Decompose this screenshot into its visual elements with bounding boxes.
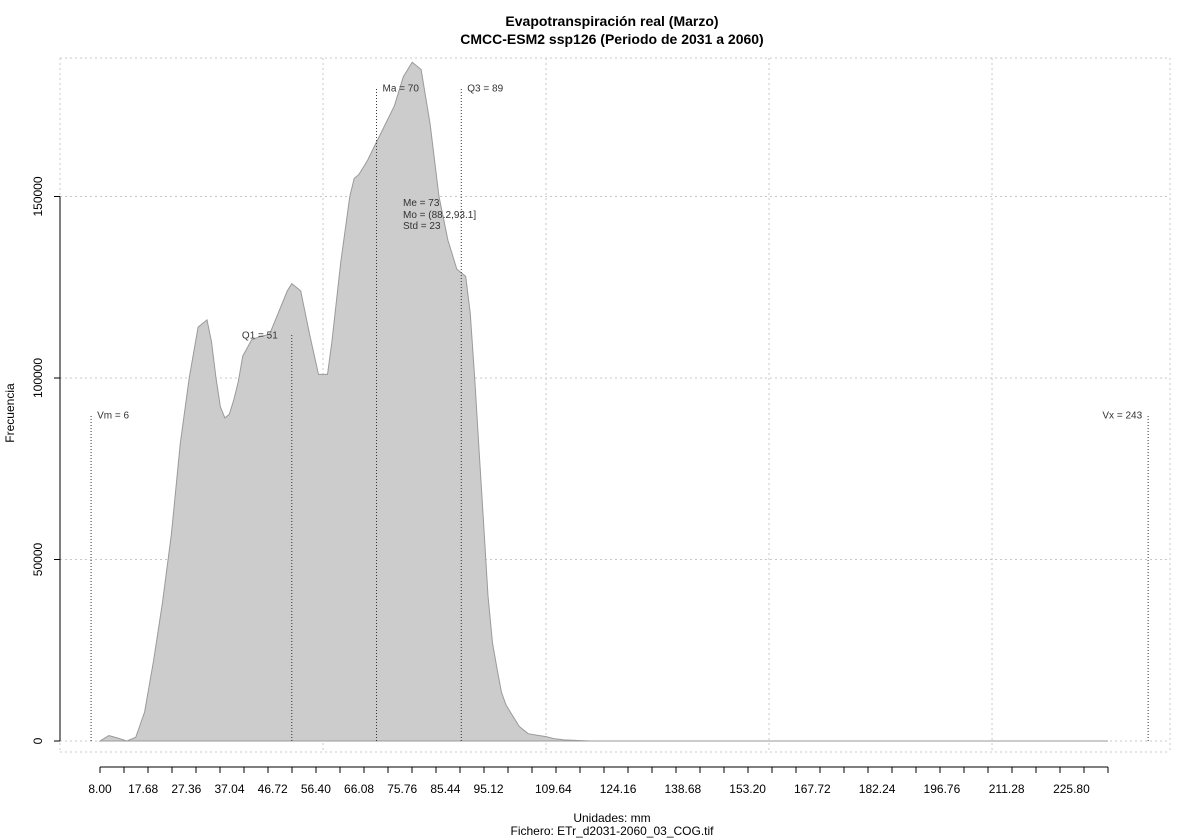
axis-layer: 0 50000 100000 150000 8.00 17.68 27.36 37.04 46.… bbox=[31, 176, 1109, 796]
file-caption: Fichero: ETr_d2031-2060_03_COG.tif bbox=[511, 824, 715, 838]
y-tick-label: 50000 bbox=[31, 542, 45, 576]
x-tick-label: 37.04 bbox=[215, 782, 245, 796]
stats-median: Me = 73 bbox=[403, 198, 440, 209]
x-tick-label: 182.24 bbox=[859, 782, 896, 796]
stat-label: Q1 = 51 bbox=[242, 330, 278, 341]
x-tick-label: 138.68 bbox=[665, 782, 702, 796]
stats-std: Std = 23 bbox=[403, 221, 441, 232]
y-tick-label: 100000 bbox=[31, 358, 45, 398]
x-tick-label: 167.72 bbox=[794, 782, 831, 796]
y-axis-label: Frecuencia bbox=[3, 383, 17, 443]
x-tick-label: 27.36 bbox=[171, 782, 201, 796]
x-tick-label: 95.12 bbox=[474, 782, 504, 796]
x-tick-label: 56.40 bbox=[301, 782, 331, 796]
stat-label: Ma = 70 bbox=[383, 84, 420, 95]
x-tick-label: 225.80 bbox=[1053, 782, 1090, 796]
x-tick-label: 46.72 bbox=[258, 782, 288, 796]
x-tick-label: 75.76 bbox=[387, 782, 417, 796]
x-tick-label: 8.00 bbox=[88, 782, 112, 796]
x-tick-label: 211.28 bbox=[989, 782, 1025, 796]
x-tick-label: 17.68 bbox=[128, 782, 158, 796]
x-tick-label: 109.64 bbox=[535, 782, 572, 796]
vline-layer: Vm = 6 Q1 = 51 Ma = 70 Q3 = 89 Vx = 243 bbox=[90, 84, 1149, 741]
x-axis-label: Unidades: mm bbox=[573, 811, 650, 825]
y-tick-label: 0 bbox=[31, 737, 45, 744]
stat-label: Q3 = 89 bbox=[467, 84, 503, 95]
stat-label: Vx = 243 bbox=[1102, 410, 1142, 421]
chart-subtitle: CMCC-ESM2 ssp126 (Periodo de 2031 a 2060… bbox=[460, 31, 763, 47]
y-tick-label: 150000 bbox=[31, 176, 45, 216]
stats-block: Me = 73 Mo = (88.2,93.1] Std = 23 bbox=[403, 198, 476, 232]
stat-label: Vm = 6 bbox=[97, 410, 129, 421]
x-tick-label: 124.16 bbox=[600, 782, 637, 796]
x-tick-label: 66.08 bbox=[344, 782, 374, 796]
x-tick-label: 196.76 bbox=[924, 782, 961, 796]
stats-mode: Mo = (88.2,93.1] bbox=[403, 210, 476, 221]
x-tick-label: 85.44 bbox=[430, 782, 460, 796]
chart-title: Evapotranspiración real (Marzo) bbox=[505, 13, 718, 29]
density-area bbox=[98, 61, 1108, 742]
x-tick-label: 153.20 bbox=[729, 782, 766, 796]
